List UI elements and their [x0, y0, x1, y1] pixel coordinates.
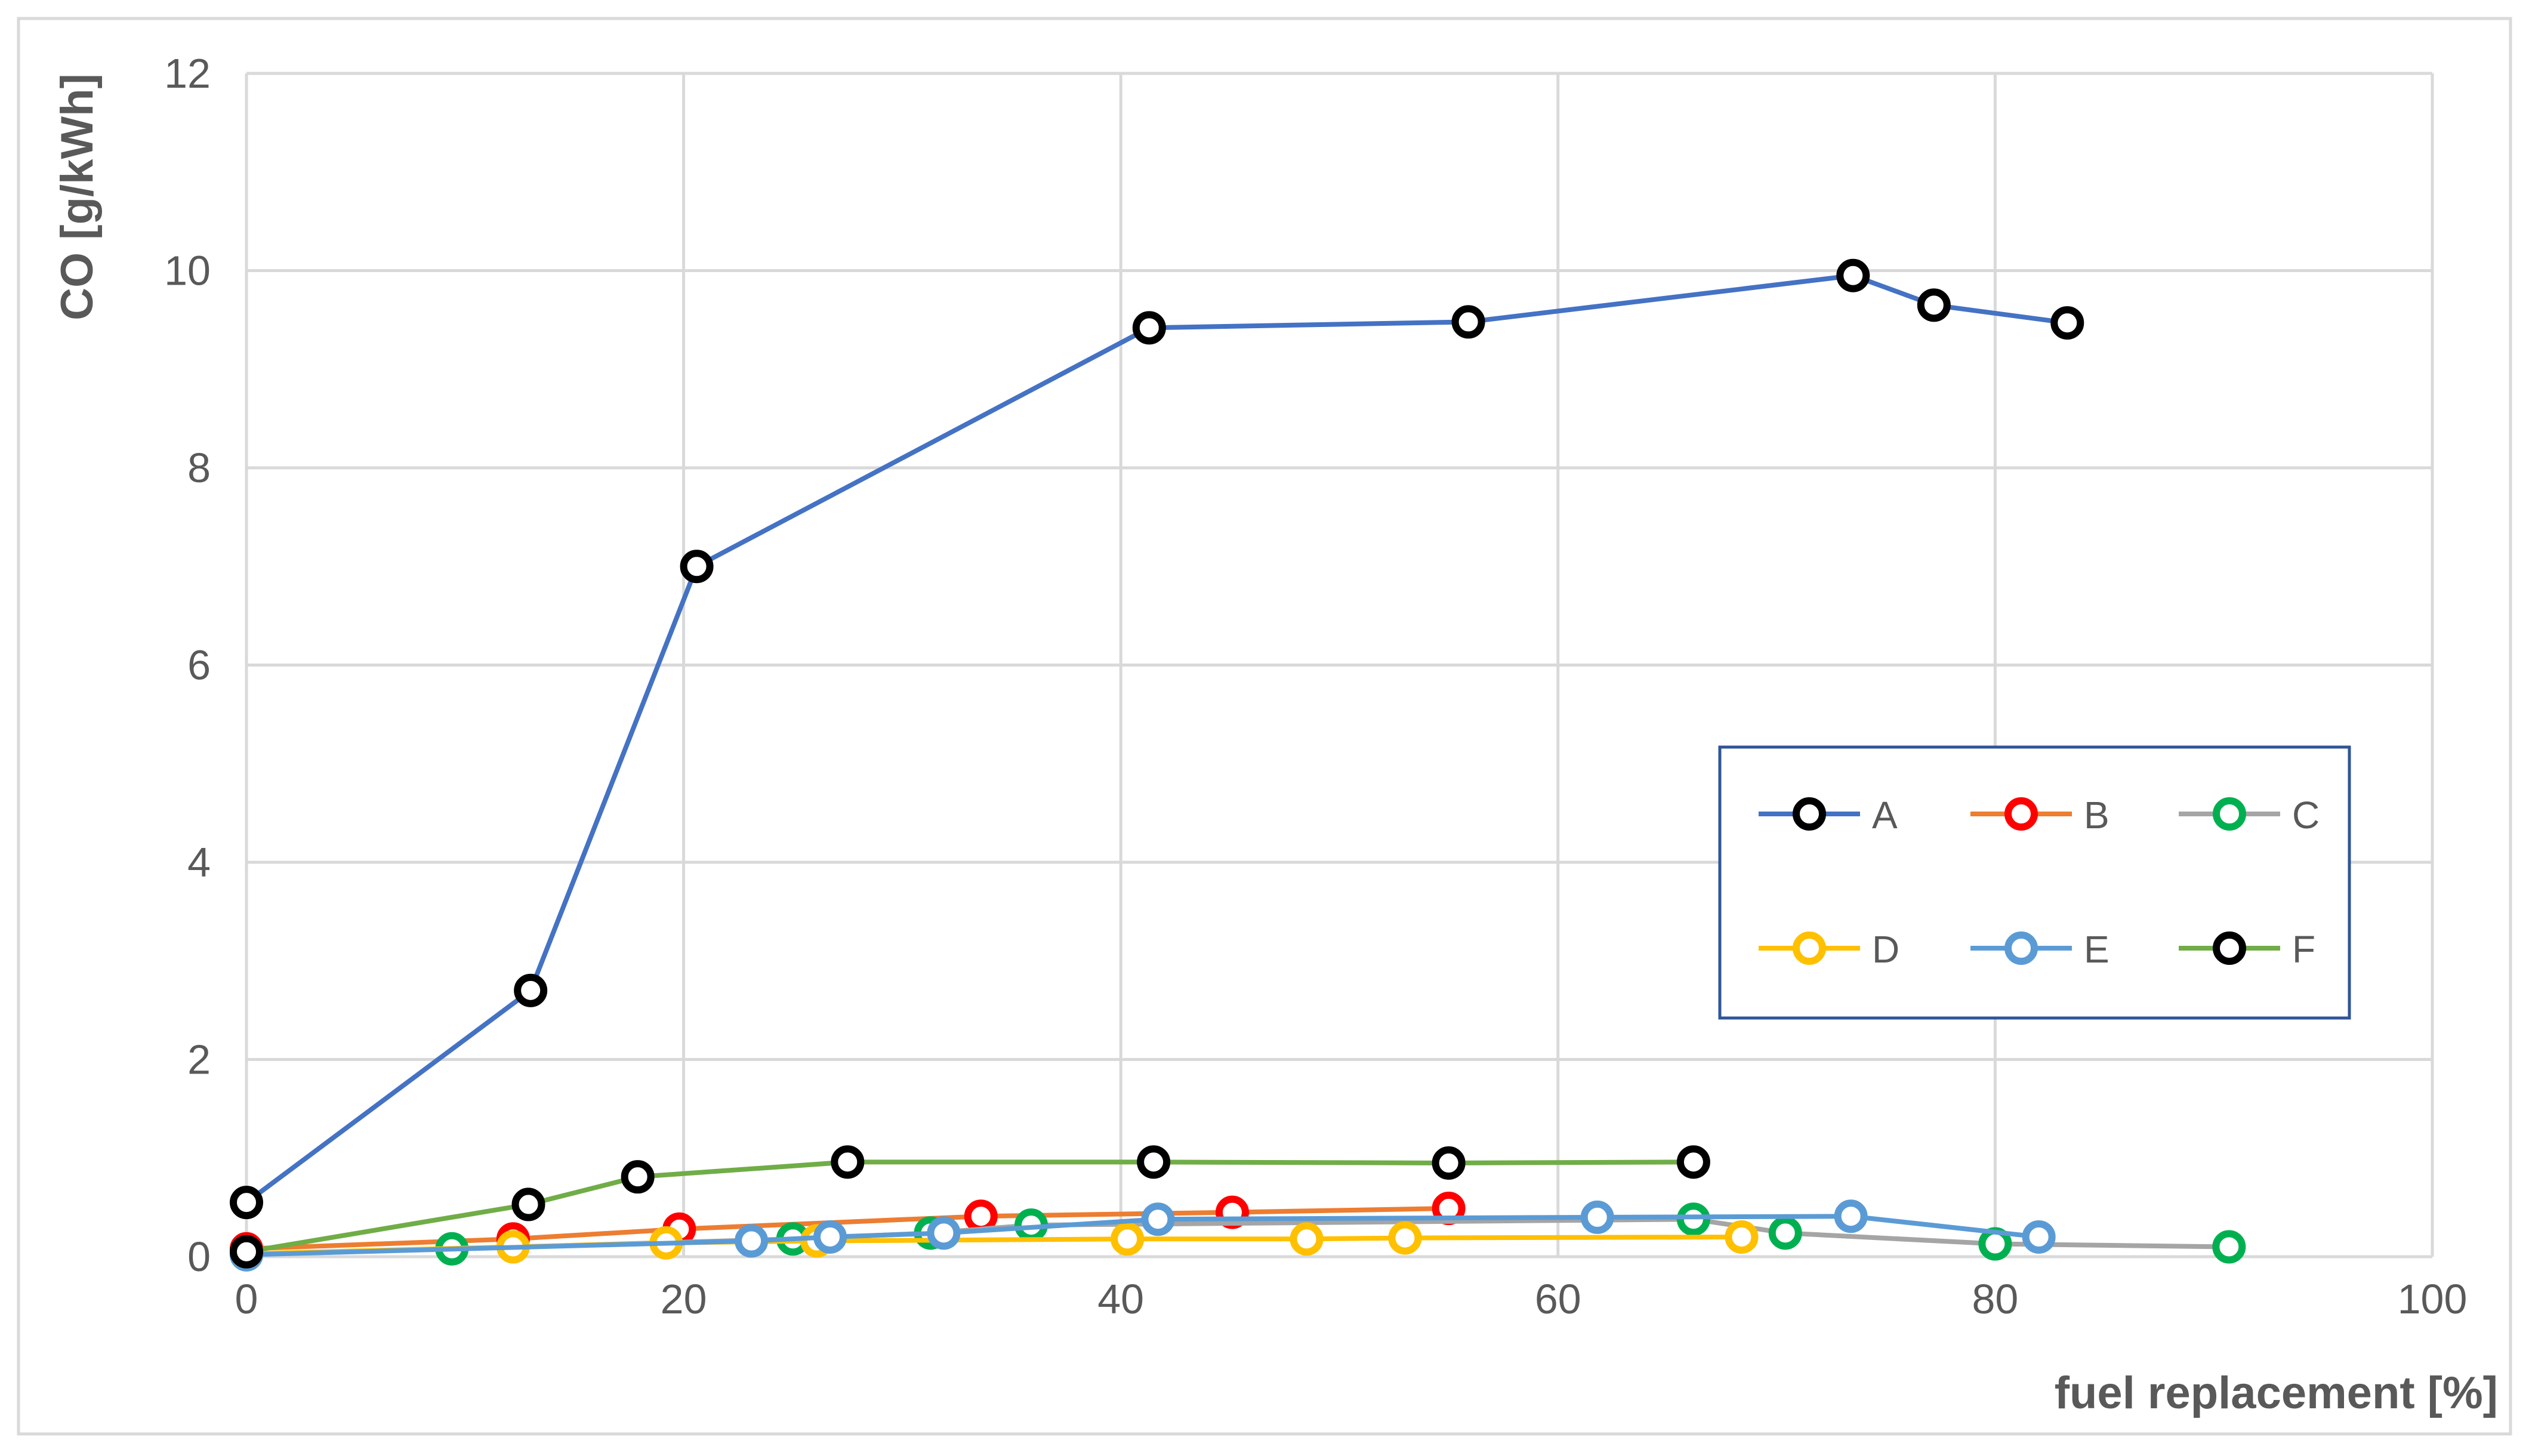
grid-lines: [245, 72, 2434, 1258]
data-point: [1451, 305, 1485, 339]
x-axis-title: fuel replacement [%]: [2055, 1368, 2498, 1418]
y-tick-label: 4: [187, 839, 211, 886]
data-point: [1432, 1146, 1466, 1180]
data-point: [514, 973, 548, 1007]
data-point: [1725, 1220, 1759, 1254]
x-tick-label: 0: [235, 1276, 258, 1322]
legend-marker: [1793, 931, 1826, 965]
legend-item: B: [1970, 794, 2109, 837]
legend-box: [1718, 745, 2351, 1020]
data-point: [1388, 1221, 1422, 1255]
data-point: [621, 1160, 655, 1194]
legend-label: E: [2084, 928, 2109, 971]
series-A: [230, 258, 2084, 1220]
y-tick-label: 0: [187, 1233, 211, 1280]
data-point: [2212, 1230, 2246, 1264]
data-point: [1834, 1199, 1868, 1233]
y-axis-title: CO [g/kWh]: [52, 73, 103, 320]
data-point: [511, 1187, 545, 1221]
data-point: [230, 1235, 263, 1269]
x-tick-label: 40: [1097, 1276, 1144, 1322]
y-tick-label: 8: [187, 445, 211, 491]
data-point: [1580, 1200, 1614, 1234]
data-point: [1290, 1222, 1324, 1256]
x-tick-label: 80: [1972, 1276, 2018, 1322]
data-point: [1917, 288, 1951, 322]
data-point: [1676, 1145, 1710, 1179]
data-point: [1132, 311, 1166, 345]
legend-item: E: [1970, 928, 2109, 971]
axes: 0 2 4 6 8 10 12 0 20 40 60 80 100: [164, 50, 2467, 1322]
x-tick-label: 100: [2398, 1276, 2468, 1322]
legend-item: A: [1759, 794, 1898, 837]
y-tick-label: 12: [164, 50, 211, 97]
x-tick-label: 60: [1535, 1276, 1581, 1322]
legend-items: A B C D E F: [1759, 794, 2320, 971]
chart-border: [17, 17, 2512, 1436]
data-point: [813, 1220, 847, 1254]
y-tick-label: 6: [187, 642, 211, 689]
legend-label: F: [2292, 928, 2315, 971]
data-point: [2022, 1220, 2056, 1254]
data-point: [1137, 1145, 1171, 1179]
y-tick-label: 10: [164, 248, 211, 294]
legend-label: C: [2292, 794, 2320, 837]
data-point: [831, 1145, 865, 1179]
series-layer: [230, 258, 2246, 1272]
data-point: [1836, 258, 1870, 292]
x-tick-label: 20: [661, 1276, 707, 1322]
legend: A B C D E F: [1718, 745, 2351, 1020]
legend-item: C: [2179, 794, 2320, 837]
data-point: [927, 1216, 961, 1250]
legend-item: D: [1759, 928, 1899, 971]
y-tick-label: 2: [187, 1037, 211, 1083]
data-point: [680, 550, 714, 584]
data-point: [230, 1186, 263, 1220]
data-point: [1111, 1222, 1145, 1256]
data-point: [1768, 1216, 1802, 1250]
legend-label: A: [1872, 794, 1898, 837]
legend-label: B: [2084, 794, 2109, 837]
series-E: [230, 1199, 2056, 1272]
data-point: [2050, 306, 2084, 340]
legend-item: F: [2179, 928, 2315, 971]
legend-label: D: [1872, 928, 1899, 971]
data-point: [964, 1199, 998, 1233]
legend-marker: [2213, 931, 2246, 965]
legend-marker: [1793, 797, 1826, 831]
legend-marker: [2004, 797, 2038, 831]
series-F: [230, 1145, 1710, 1269]
data-point: [735, 1224, 769, 1258]
data-point: [1141, 1202, 1175, 1236]
legend-marker: [2004, 931, 2038, 965]
legend-marker: [2213, 797, 2246, 831]
